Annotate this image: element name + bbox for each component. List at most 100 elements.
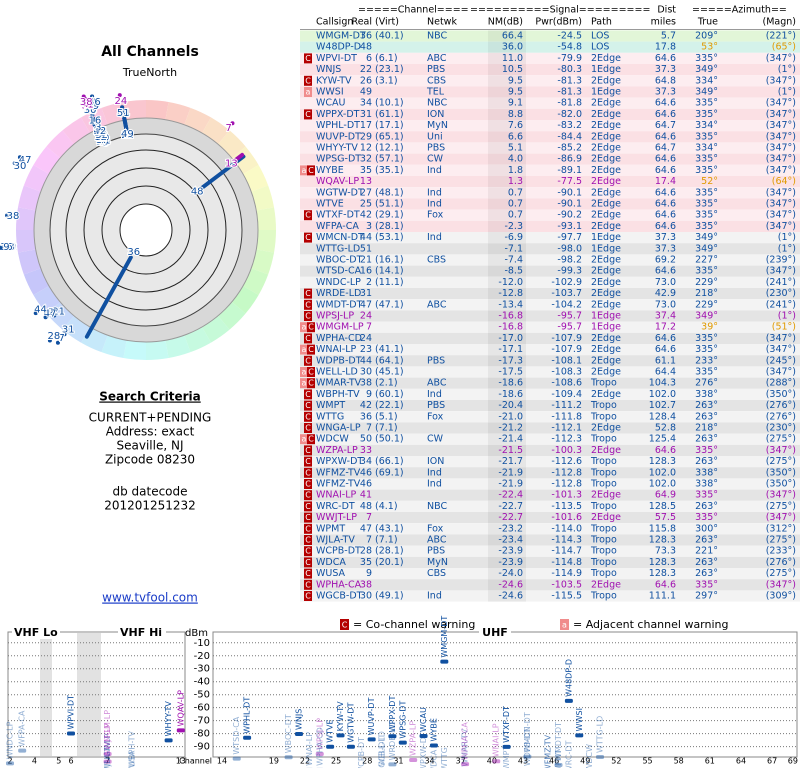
nm-cell-bg: [488, 108, 526, 120]
table-cell: 221°: [695, 546, 718, 557]
flag-box: [304, 479, 312, 489]
spoke-label: 17: [96, 135, 109, 146]
flag-text: C: [305, 580, 311, 589]
table-cell: 35: [360, 165, 372, 176]
table-cell: 36: [360, 411, 372, 422]
table-cell: -8.5: [504, 266, 523, 277]
flag-box: [300, 344, 308, 355]
signal-label: WHYY-TV: [164, 701, 173, 737]
table-cell: 2Edge: [591, 143, 621, 154]
header-group: =====Channel====: [358, 5, 469, 16]
table-cell: 73.0: [655, 277, 676, 288]
table-cell: 349°: [695, 64, 718, 75]
table-cell: Tropo: [590, 546, 617, 557]
table-cell: 263°: [695, 535, 718, 546]
table-cell: 34: [360, 98, 372, 109]
table-cell: 128.3: [649, 456, 676, 467]
table-cell: WPMT: [316, 523, 345, 534]
table-cell: 335°: [695, 490, 718, 501]
table-cell: 335°: [695, 187, 718, 198]
table-cell: 2Edge: [591, 98, 621, 109]
nm-cell-bg: [488, 456, 526, 468]
column-header: Real: [352, 17, 372, 28]
x-tick-label: 49: [580, 757, 590, 766]
signal-label: WBOC-DT: [284, 714, 293, 753]
table-cell: 27: [360, 187, 372, 198]
table-cell: (40.1): [375, 31, 404, 42]
signal-mark: [388, 734, 397, 739]
table-cell: 102.0: [649, 389, 676, 400]
table-cell: NBC: [427, 98, 447, 109]
x-tick-label: 4: [32, 757, 37, 766]
table-cell: WPXW-DT: [316, 456, 363, 467]
table-cell: (350°): [766, 389, 796, 400]
spoke-label: 13: [225, 158, 238, 169]
site-link[interactable]: www.tvfool.com: [102, 591, 198, 605]
table-cell: 2Edge: [591, 120, 621, 131]
flag-text: C: [308, 166, 314, 175]
table-row: [300, 534, 800, 546]
table-cell: -21.2: [498, 423, 523, 434]
table-cell: 115.8: [649, 523, 676, 534]
flag-text: C: [308, 323, 314, 332]
x-tick-label: 2: [7, 757, 12, 766]
column-header: (Virt): [375, 17, 399, 28]
table-cell: WNJS: [316, 64, 341, 75]
table-cell: (12.1): [375, 143, 404, 154]
table-row: [300, 187, 800, 199]
table-cell: WELL-LD: [316, 367, 358, 378]
table-cell: 12: [360, 143, 372, 154]
table-cell: (49.1): [375, 591, 404, 602]
table-cell: -114.0: [551, 523, 582, 534]
table-cell: (1°): [778, 311, 796, 322]
table-cell: 35: [360, 557, 372, 568]
table-cell: WTTG: [316, 411, 344, 422]
table-row: [300, 164, 800, 176]
criteria-line: Address: exact: [106, 425, 195, 439]
table-cell: 2Edge: [591, 176, 621, 187]
header-group: =====Azimuth==: [692, 5, 787, 16]
table-cell: 1Edge: [591, 232, 621, 243]
nm-cell-bg: [488, 556, 526, 568]
nm-cell-bg: [488, 512, 526, 524]
spoke-label: 34: [3, 242, 16, 253]
table-cell: WPHA-CD: [316, 333, 362, 344]
table-cell: (10.1): [375, 98, 404, 109]
flag-box: [304, 490, 312, 501]
legend-flag: a: [562, 621, 567, 630]
table-cell: -22.7: [498, 501, 523, 512]
spoke-label: 27: [94, 126, 107, 137]
table-cell: WCAU: [316, 98, 346, 109]
table-row: [300, 545, 800, 557]
signal-label: WFMZ-TV: [544, 734, 553, 768]
flag-text: C: [305, 424, 311, 433]
signal-mark: [492, 759, 501, 764]
table-cell: Ind: [427, 187, 442, 198]
flag-text: C: [305, 289, 311, 298]
band-label-bg: [479, 627, 511, 639]
table-cell: (7.1): [375, 423, 398, 434]
table-cell: 2Edge: [591, 221, 621, 232]
nm-cell-bg: [488, 288, 526, 300]
table-cell: (347°): [766, 120, 796, 131]
table-cell: Tropo: [590, 434, 617, 445]
table-cell: (230°): [766, 288, 796, 299]
table-cell: -77.5: [557, 176, 582, 187]
table-cell: 3: [366, 221, 372, 232]
table-cell: 263°: [695, 501, 718, 512]
spoke-label: 34: [98, 136, 111, 147]
signal-label: WPVI-DT: [67, 695, 76, 730]
table-cell: Tropo: [590, 456, 617, 467]
table-cell: 2Edge: [591, 389, 621, 400]
table-row: [300, 176, 800, 188]
table-cell: -112.1: [551, 423, 582, 434]
table-cell: 233°: [695, 355, 718, 366]
table-cell: -108.6: [551, 378, 582, 389]
table-cell: -22.4: [498, 490, 523, 501]
x-tick-label: 52: [611, 757, 621, 766]
nm-cell-bg: [488, 220, 526, 232]
table-cell: 9.1: [508, 98, 523, 109]
spectrum-chart: -10 -20 -30 -40 -50 -60 -70 -80 -90 dBm VHF Lo VHF …: [6, 616, 798, 768]
table-cell: -21.9: [498, 479, 523, 490]
